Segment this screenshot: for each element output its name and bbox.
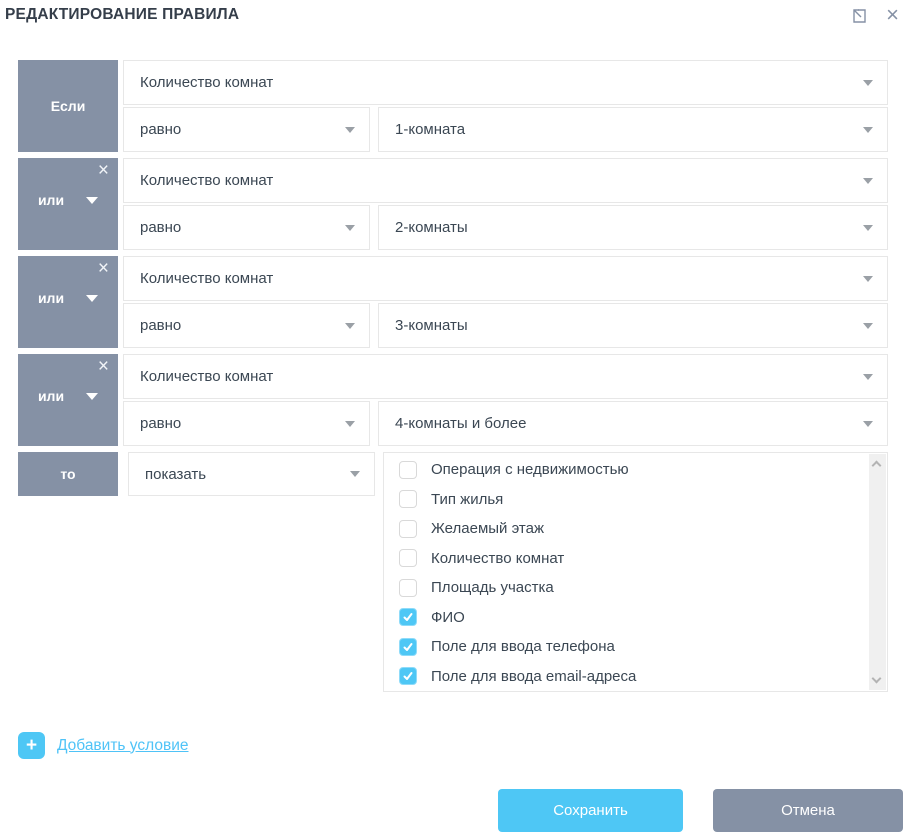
dialog-footer: Сохранить Отмена — [498, 789, 903, 832]
value-select[interactable]: 4-комнаты и более — [378, 401, 888, 446]
cancel-button[interactable]: Отмена — [713, 789, 903, 832]
chevron-down-icon — [86, 196, 99, 204]
remove-condition-icon[interactable]: × — [97, 160, 109, 181]
connector-label: или — [37, 388, 65, 404]
checkbox-icon[interactable] — [399, 637, 417, 656]
condition-group: × или Количество комнат равно — [18, 256, 888, 348]
connector-label: или — [37, 192, 65, 208]
operator-select[interactable]: равно — [123, 107, 370, 152]
field-select[interactable]: Количество комнат — [123, 354, 888, 399]
value-select-value: 1-комната — [395, 121, 466, 138]
chevron-down-icon — [345, 224, 355, 231]
field-option[interactable]: Поле для ввода телефона — [384, 632, 887, 662]
action-row: то показать Операция с недвижимостью Тип… — [18, 452, 888, 692]
plus-icon[interactable]: + — [18, 732, 45, 759]
field-select[interactable]: Количество комнат — [123, 256, 888, 301]
checkbox-icon[interactable] — [399, 667, 417, 686]
option-label: Операция с недвижимостью — [431, 461, 629, 479]
value-select-value: 2-комнаты — [395, 219, 468, 236]
field-option[interactable]: Тип жилья — [384, 485, 887, 515]
operator-select[interactable]: равно — [123, 205, 370, 250]
field-option[interactable]: Поле для ввода email-адреса — [384, 662, 887, 692]
target-fields-list: Операция с недвижимостью Тип жилья Желае… — [383, 452, 888, 692]
condition-group: × или Количество комнат равно — [18, 354, 888, 446]
checkbox-icon[interactable] — [399, 490, 417, 509]
scroll-down-icon[interactable] — [871, 673, 881, 684]
chevron-down-icon — [863, 126, 873, 133]
condition-group: Если Количество комнат равно 1-комната — [18, 60, 888, 152]
connector-then: то — [18, 452, 118, 496]
option-label: Площадь участка — [431, 579, 554, 597]
remove-condition-icon[interactable]: × — [97, 356, 109, 377]
condition-group: × или Количество комнат равно — [18, 158, 888, 250]
value-select[interactable]: 3-комнаты — [378, 303, 888, 348]
option-label: Поле для ввода email-адреса — [431, 667, 637, 685]
chevron-down-icon — [863, 420, 873, 427]
option-label: Тип жилья — [431, 490, 504, 508]
operator-select-value: равно — [140, 317, 182, 334]
chevron-down-icon — [863, 373, 873, 380]
chevron-down-icon — [345, 420, 355, 427]
chevron-down-icon — [863, 322, 873, 329]
checkbox-icon[interactable] — [399, 578, 417, 597]
connector-or-select[interactable]: × или — [18, 158, 118, 250]
chevron-down-icon — [345, 322, 355, 329]
field-select[interactable]: Количество комнат — [123, 60, 888, 105]
connector-or-select[interactable]: × или — [18, 256, 118, 348]
save-button[interactable]: Сохранить — [498, 789, 683, 832]
option-label: Желаемый этаж — [431, 520, 544, 538]
maximize-icon[interactable] — [851, 7, 869, 25]
field-option[interactable]: Количество комнат — [384, 544, 887, 574]
option-label: Количество комнат — [431, 549, 565, 567]
field-option[interactable]: Операция с недвижимостью — [384, 455, 887, 485]
field-select[interactable]: Количество комнат — [123, 158, 888, 203]
chevron-down-icon — [863, 177, 873, 184]
chevron-down-icon — [350, 471, 360, 477]
option-label: Поле для ввода телефона — [431, 638, 615, 656]
connector-label: или — [37, 290, 65, 306]
scroll-up-icon[interactable] — [871, 460, 881, 471]
chevron-down-icon — [863, 79, 873, 86]
close-icon[interactable]: × — [886, 2, 899, 27]
field-option[interactable]: ФИО — [384, 603, 887, 633]
field-option[interactable]: Желаемый этаж — [384, 514, 887, 544]
page-title: РЕДАКТИРОВАНИЕ ПРАВИЛА — [5, 6, 240, 23]
operator-select-value: равно — [140, 219, 182, 236]
chevron-down-icon — [86, 294, 99, 302]
chevron-down-icon — [863, 275, 873, 282]
option-label: ФИО — [431, 608, 465, 626]
checkbox-icon[interactable] — [399, 608, 417, 627]
field-option[interactable]: Площадь участка — [384, 573, 887, 603]
add-condition-row: + Добавить условие — [18, 732, 888, 759]
connector-or-select[interactable]: × или — [18, 354, 118, 446]
field-select-value: Количество комнат — [140, 74, 274, 91]
remove-condition-icon[interactable]: × — [97, 258, 109, 279]
action-verb-value: показать — [145, 465, 207, 483]
field-select-value: Количество комнат — [140, 172, 274, 189]
chevron-down-icon — [863, 224, 873, 231]
rule-builder: Если Количество комнат равно 1-комната — [18, 60, 888, 759]
action-verb-select[interactable]: показать — [128, 452, 375, 496]
add-condition-link[interactable]: Добавить условие — [57, 736, 189, 754]
field-select-value: Количество комнат — [140, 270, 274, 287]
connector-label: то — [60, 466, 76, 482]
value-select-value: 3-комнаты — [395, 317, 468, 334]
value-select[interactable]: 2-комнаты — [378, 205, 888, 250]
operator-select-value: равно — [140, 415, 182, 432]
scrollbar-track[interactable] — [869, 454, 886, 690]
checkbox-icon[interactable] — [399, 549, 417, 568]
checkbox-icon[interactable] — [399, 519, 417, 538]
value-select-value: 4-комнаты и более — [395, 415, 527, 432]
value-select[interactable]: 1-комната — [378, 107, 888, 152]
operator-select[interactable]: равно — [123, 401, 370, 446]
connector-label: Если — [50, 98, 86, 114]
chevron-down-icon — [345, 126, 355, 133]
chevron-down-icon — [86, 392, 99, 400]
checkbox-icon[interactable] — [399, 460, 417, 479]
connector-if: Если — [18, 60, 118, 152]
field-select-value: Количество комнат — [140, 368, 274, 385]
operator-select[interactable]: равно — [123, 303, 370, 348]
operator-select-value: равно — [140, 121, 182, 138]
